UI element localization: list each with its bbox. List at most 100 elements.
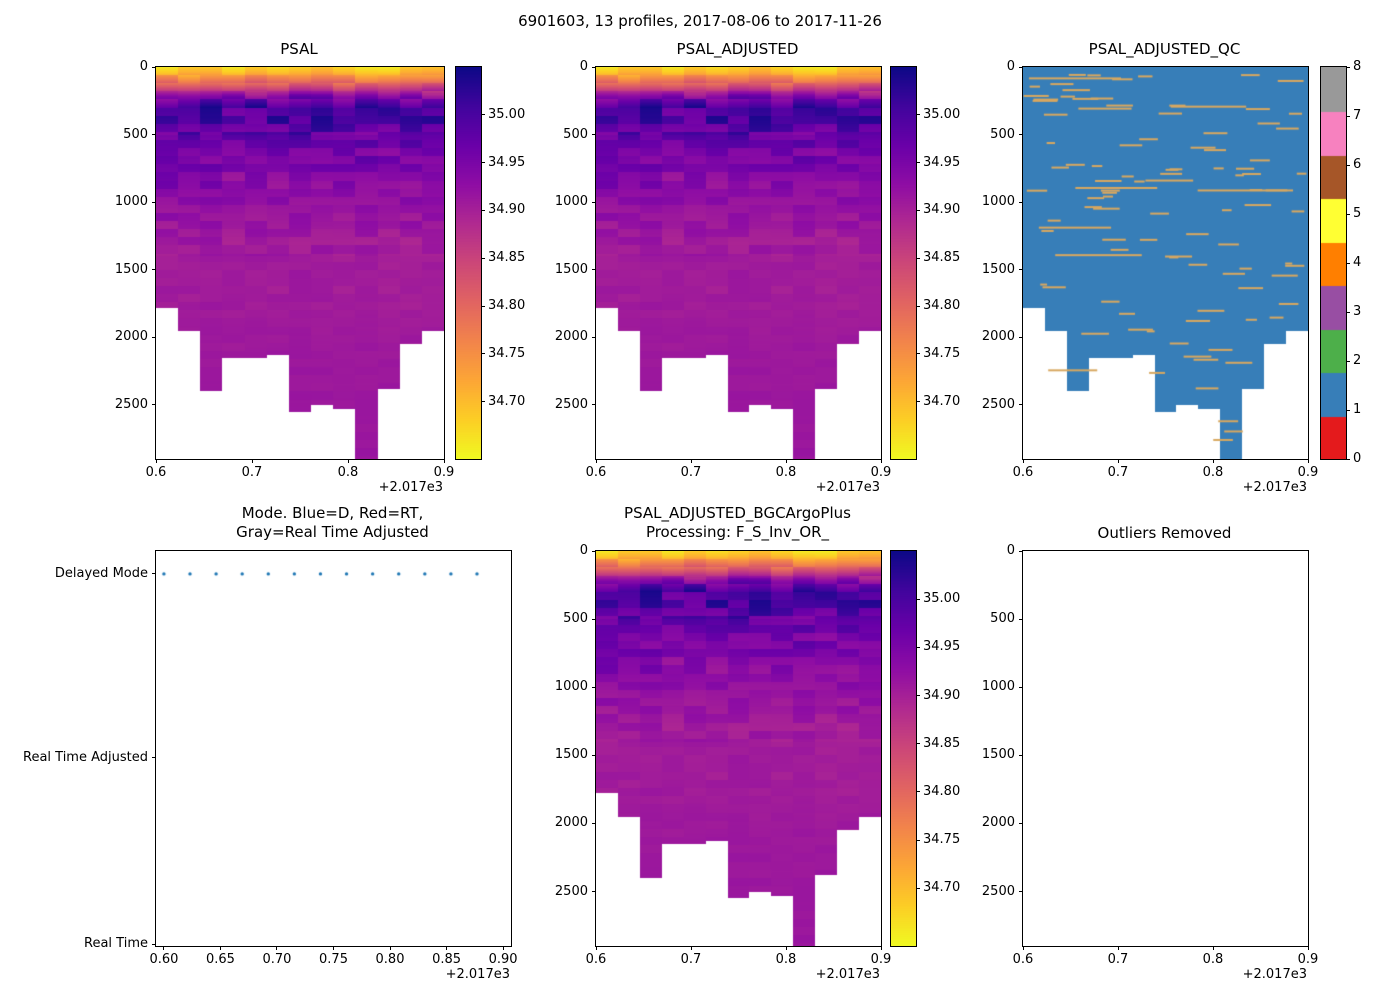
x-tick xyxy=(347,459,349,463)
y-tick xyxy=(592,201,596,203)
x-tick xyxy=(1307,459,1309,463)
panel-title-outliers: Outliers Removed xyxy=(1022,524,1307,543)
y-tick-label: 1500 xyxy=(554,261,588,277)
y-tick-label: 0 xyxy=(139,59,148,74)
x-tick-label: 0.60 xyxy=(149,952,179,967)
x-tick xyxy=(1117,946,1119,950)
x-tick-label: 0.90 xyxy=(488,952,518,967)
y-tick xyxy=(152,201,156,203)
outliers-removed-axes: 0.6 0.7 0.8 0.9 0 500 1000 1500 2000 2500 xyxy=(982,543,1318,967)
x-tick-label: 0.65 xyxy=(205,952,235,967)
x-tick xyxy=(690,459,692,463)
colorbar-tick-label: 3 xyxy=(1353,304,1362,319)
y-tick-label: 1000 xyxy=(981,194,1015,210)
colorbar-tick xyxy=(916,646,920,648)
x-tick xyxy=(1117,459,1119,463)
x-axis-offset-psal-adjusted: +2.017e3 xyxy=(815,480,880,495)
y-tick xyxy=(592,754,596,756)
x-tick xyxy=(1022,459,1024,463)
y-tick xyxy=(1019,686,1023,688)
x-tick-label: 0.85 xyxy=(432,952,462,967)
y-tick xyxy=(152,943,156,945)
y-tick-label: 500 xyxy=(563,611,588,627)
colorbar-tick xyxy=(916,743,920,745)
panel-title-text: Processing: F_S_Inv_OR_ xyxy=(645,523,830,541)
y-tick-label: 500 xyxy=(990,126,1015,142)
panel-title-mode: Mode. Blue=D, Red=RT, Gray=Real Time Adju… xyxy=(155,504,510,542)
panel-title-text: Outliers Removed xyxy=(1097,524,1232,542)
x-tick-label: 0.7 xyxy=(1107,952,1129,967)
bgc-colorbar-canvas xyxy=(891,551,916,946)
y-tick-label: 1000 xyxy=(981,679,1015,695)
x-tick-label: 0.75 xyxy=(319,952,348,967)
x-tick-label: 0.8 xyxy=(1202,952,1224,967)
y-tick xyxy=(1019,754,1023,756)
colorbar-tick xyxy=(916,887,920,889)
colorbar-tick xyxy=(916,839,920,841)
colorbar-tick-label: 35.00 xyxy=(488,106,526,122)
x-axis-offset-mode: +2.017e3 xyxy=(445,967,510,982)
y-tick xyxy=(1019,201,1023,203)
colorbar-tick xyxy=(1346,409,1350,411)
x-tick xyxy=(1022,946,1024,950)
colorbar-tick xyxy=(481,114,485,116)
colorbar-tick-label: 34.75 xyxy=(488,345,526,361)
x-tick xyxy=(595,946,597,950)
y-tick-label: 2500 xyxy=(554,396,588,412)
x-tick xyxy=(1212,946,1214,950)
y-tick-label: 0 xyxy=(579,59,588,74)
y-tick-label: 2000 xyxy=(554,815,588,831)
x-tick xyxy=(785,459,787,463)
y-tick xyxy=(1019,134,1023,136)
colorbar-tick-label: 34.75 xyxy=(923,345,961,361)
x-tick-label: 0.7 xyxy=(680,952,702,967)
colorbar-tick-label: 6 xyxy=(1353,157,1362,172)
y-tick-label: 2000 xyxy=(114,329,148,345)
x-tick xyxy=(1307,946,1309,950)
colorbar-tick xyxy=(1346,262,1350,264)
y-tick xyxy=(592,134,596,136)
y-tick-label: 1000 xyxy=(554,194,588,210)
x-tick xyxy=(595,459,597,463)
colorbar-tick xyxy=(481,257,485,259)
panel-title-text: PSAL_ADJUSTED xyxy=(676,40,799,58)
x-axis-offset-bgc: +2.017e3 xyxy=(815,967,880,982)
colorbar-tick-label: 34.80 xyxy=(488,298,526,314)
colorbar-tick xyxy=(916,695,920,696)
colorbar-tick-label: 34.85 xyxy=(923,250,961,266)
y-tick-label: 1500 xyxy=(114,261,148,277)
colorbar-tick-label: 34.95 xyxy=(923,639,961,655)
y-tick-label: 2000 xyxy=(981,329,1015,345)
x-tick-label: 0.6 xyxy=(585,465,607,480)
colorbar-tick-label: 35.00 xyxy=(923,591,961,607)
x-tick xyxy=(502,946,504,950)
psal-adjusted-colorbar: 35.00 34.95 34.90 34.85 34.80 34.75 34.70 xyxy=(890,66,960,460)
colorbar-tick xyxy=(916,114,920,116)
x-tick xyxy=(690,946,692,950)
colorbar-tick xyxy=(1346,66,1350,68)
y-tick-label: 2000 xyxy=(554,329,588,345)
y-tick xyxy=(152,573,156,575)
panel-title-text: PSAL_ADJUSTED_BGCArgoPlus xyxy=(624,504,851,522)
x-tick-label: 0.9 xyxy=(1297,465,1319,480)
x-tick-label: 0.6 xyxy=(585,952,607,967)
bgc-colorbar: 35.00 34.95 34.90 34.85 34.80 34.75 34.70 xyxy=(890,550,960,947)
psal-adjusted-heatmap-canvas xyxy=(596,67,881,459)
x-tick-label: 0.6 xyxy=(1012,465,1034,480)
y-tick xyxy=(592,822,596,824)
colorbar-tick xyxy=(916,209,920,211)
outliers-removed-canvas xyxy=(1023,551,1308,946)
y-tick xyxy=(592,269,596,271)
y-tick-label: 2500 xyxy=(554,883,588,899)
colorbar-tick xyxy=(916,791,920,793)
y-tick xyxy=(152,134,156,136)
x-tick xyxy=(1212,459,1214,463)
x-tick-label: 0.7 xyxy=(680,465,702,480)
panel-title-bgc: PSAL_ADJUSTED_BGCArgoPlus Processing: F_S… xyxy=(595,504,880,542)
qc-colorbar: 0 1 2 3 4 5 6 7 8 xyxy=(1320,59,1361,466)
x-tick xyxy=(446,946,448,950)
colorbar-tick xyxy=(1346,213,1350,215)
y-tick-label: 2500 xyxy=(114,396,148,412)
colorbar-tick xyxy=(916,598,920,600)
colorbar-tick-label: 4 xyxy=(1353,255,1362,270)
